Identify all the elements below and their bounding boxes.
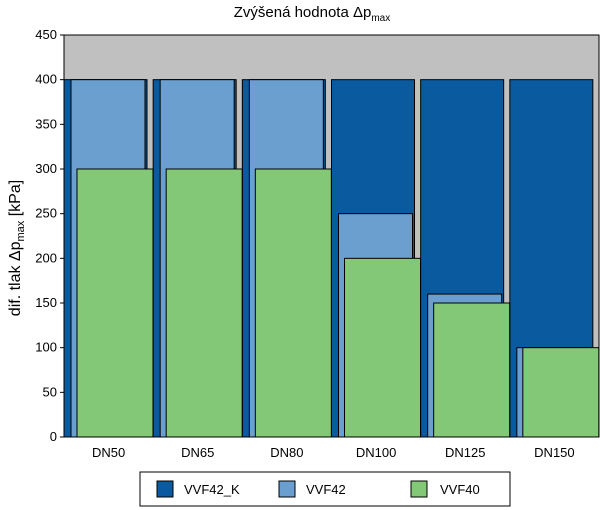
y-axis-label: dif. tlak Δpmax [kPa]	[7, 180, 27, 316]
bar-vvf40-dn125	[433, 302, 511, 438]
bar-vvf40-dn50	[76, 168, 154, 438]
y-tick-label: 150	[35, 295, 57, 310]
bar-vvf40-dn65	[165, 168, 243, 438]
y-tick-label: 250	[35, 206, 57, 221]
y-axis-label-unit: [kPa]	[7, 180, 24, 221]
y-tick-label: 0	[50, 429, 57, 444]
y-axis-label-subscript: max	[15, 220, 27, 241]
y-tick-label: 300	[35, 161, 57, 176]
y-tick-label: 450	[35, 27, 57, 42]
x-axis-group: DN50 DN65 DN80 DN100 DN125 DN150	[92, 445, 575, 460]
legend-box	[139, 471, 511, 507]
x-tick-label: DN50	[92, 445, 125, 460]
bars-group	[63, 79, 600, 438]
y-tick-label: 200	[35, 250, 57, 265]
y-tick-label: 400	[35, 72, 57, 87]
legend: VVF42_K VVF42 VVF40	[139, 471, 511, 507]
chart-title: Zvýšená hodnota Δpmax	[234, 4, 391, 24]
legend-label-vvf42-k: VVF42_K	[184, 482, 240, 497]
x-tick-label: DN65	[181, 445, 214, 460]
chart-title-subscript: max	[371, 13, 390, 24]
bar-vvf40-dn80	[254, 168, 332, 438]
legend-swatch-vvf42	[278, 480, 296, 498]
y-tick-label: 350	[35, 116, 57, 131]
legend-swatch-vvf40	[410, 480, 428, 498]
y-axis-group: 0 50 100 150 200 250 300 350 400 450	[35, 27, 64, 444]
legend-swatch-vvf42-k	[156, 480, 174, 498]
bar-vvf40-dn150	[522, 347, 600, 438]
y-tick-label: 50	[43, 384, 57, 399]
bar-vvf40-dn100	[344, 257, 421, 438]
x-tick-label: DN80	[270, 445, 303, 460]
legend-label-vvf40: VVF40	[440, 482, 480, 497]
x-tick-label: DN100	[356, 445, 396, 460]
y-tick-label: 100	[35, 340, 57, 355]
legend-label-vvf42: VVF42	[306, 482, 346, 497]
x-tick-label: DN125	[445, 445, 485, 460]
x-tick-label: DN150	[534, 445, 574, 460]
